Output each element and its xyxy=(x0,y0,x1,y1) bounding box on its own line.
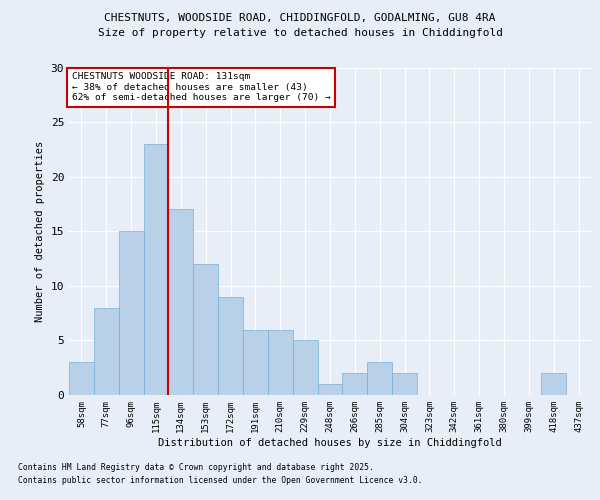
Text: Contains public sector information licensed under the Open Government Licence v3: Contains public sector information licen… xyxy=(18,476,422,485)
Y-axis label: Number of detached properties: Number of detached properties xyxy=(35,140,45,322)
Bar xyxy=(541,373,566,395)
Bar xyxy=(343,373,367,395)
Text: CHESTNUTS WOODSIDE ROAD: 131sqm
← 38% of detached houses are smaller (43)
62% of: CHESTNUTS WOODSIDE ROAD: 131sqm ← 38% of… xyxy=(71,72,331,102)
Text: Size of property relative to detached houses in Chiddingfold: Size of property relative to detached ho… xyxy=(97,28,503,38)
Bar xyxy=(94,308,119,395)
Text: Contains HM Land Registry data © Crown copyright and database right 2025.: Contains HM Land Registry data © Crown c… xyxy=(18,462,374,471)
Bar xyxy=(392,373,417,395)
Bar xyxy=(243,330,268,395)
Bar xyxy=(293,340,317,395)
Bar xyxy=(193,264,218,395)
X-axis label: Distribution of detached houses by size in Chiddingfold: Distribution of detached houses by size … xyxy=(158,438,502,448)
Bar xyxy=(69,362,94,395)
Bar xyxy=(218,296,243,395)
Bar xyxy=(143,144,169,395)
Bar xyxy=(169,210,193,395)
Bar xyxy=(367,362,392,395)
Text: CHESTNUTS, WOODSIDE ROAD, CHIDDINGFOLD, GODALMING, GU8 4RA: CHESTNUTS, WOODSIDE ROAD, CHIDDINGFOLD, … xyxy=(104,12,496,22)
Bar xyxy=(119,231,143,395)
Bar xyxy=(268,330,293,395)
Bar xyxy=(317,384,343,395)
